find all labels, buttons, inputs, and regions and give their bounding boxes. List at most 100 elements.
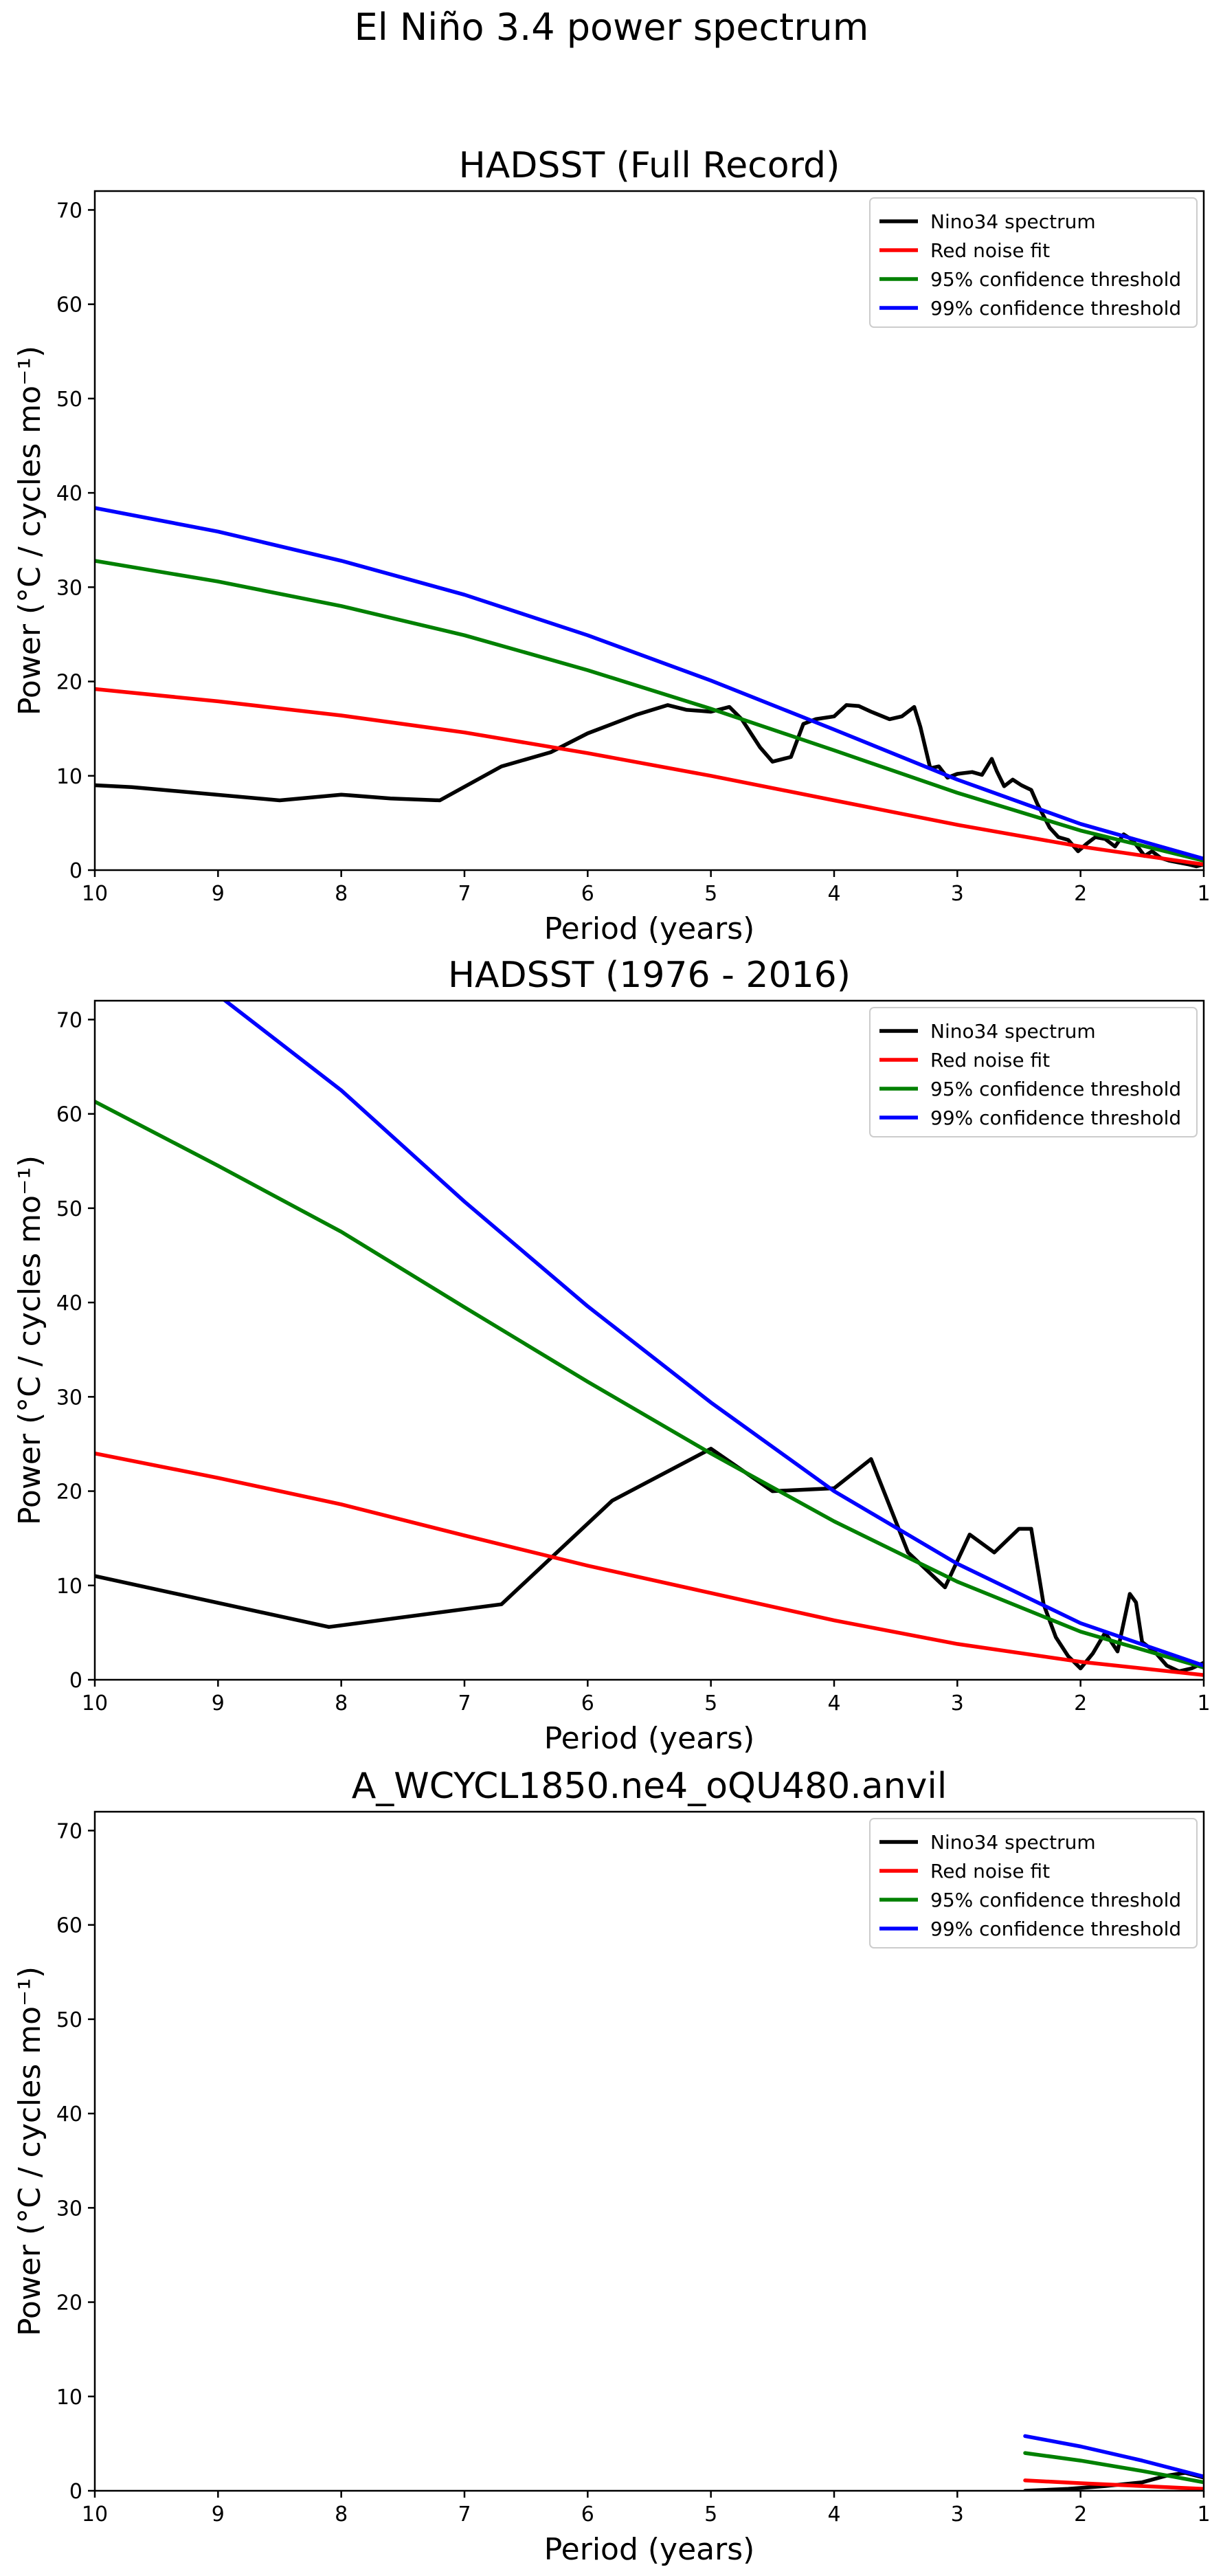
x-tick-label: 8 — [335, 882, 348, 906]
y-tick-label: 10 — [56, 2386, 82, 2410]
legend: Nino34 spectrum Red noise fit 95% confiden… — [869, 197, 1198, 328]
y-tick-label: 0 — [69, 859, 82, 883]
x-tick-label: 9 — [212, 1691, 225, 1716]
x-tick-label: 5 — [704, 2502, 717, 2527]
chart-panel-1: HADSST (Full Record)10 9 8 7 6 5 4 3 2 1010203040… — [12, 145, 1211, 946]
x-tick-label: 4 — [827, 2502, 840, 2527]
x-tick-label: 1 — [1197, 2502, 1210, 2527]
y-tick-label: 70 — [56, 1819, 82, 1843]
legend-label: 95% confidence threshold — [930, 1078, 1181, 1100]
legend-label: 95% confidence threshold — [930, 1889, 1181, 1911]
legend-label: 99% confidence threshold — [930, 1918, 1181, 1940]
y-tick-label: 50 — [56, 1197, 82, 1221]
x-tick-label: 3 — [951, 882, 964, 906]
x-tick-label: 1 — [1197, 882, 1210, 906]
legend-box — [869, 1007, 1198, 1137]
x-tick-label: 4 — [827, 882, 840, 906]
legend-label: Red noise fit — [930, 239, 1050, 262]
y-tick-label: 70 — [56, 199, 82, 223]
x-tick-label: 2 — [1074, 2502, 1087, 2527]
y-tick-label: 60 — [56, 1103, 82, 1127]
x-tick-label: 10 — [82, 2502, 108, 2527]
y-tick-label: 40 — [56, 1291, 82, 1315]
y-tick-label: 20 — [56, 671, 82, 695]
y-tick-label: 70 — [56, 1008, 82, 1032]
x-axis-label: Period (years) — [544, 911, 755, 946]
legend-label: Nino34 spectrum — [930, 210, 1096, 233]
legend-box — [869, 1818, 1198, 1948]
series-line-3 — [95, 559, 1204, 863]
series-line-2 — [95, 687, 1204, 867]
x-tick-label: 10 — [82, 882, 108, 906]
y-tick-label: 50 — [56, 2008, 82, 2032]
x-tick-label: 4 — [827, 1691, 840, 1716]
legend: Nino34 spectrum Red noise fit 95% confiden… — [869, 1007, 1198, 1137]
y-axis-label: Power (°C / cycles mo⁻¹) — [12, 346, 47, 715]
x-tick-label: 8 — [335, 2502, 348, 2527]
series-line-1 — [95, 703, 1204, 869]
legend-label: Nino34 spectrum — [930, 1831, 1096, 1854]
y-tick-label: 20 — [56, 2291, 82, 2316]
y-tick-label: 30 — [56, 576, 82, 600]
y-tick-label: 10 — [56, 765, 82, 789]
legend-label: Nino34 spectrum — [930, 1020, 1096, 1043]
legend-label: 99% confidence threshold — [930, 1107, 1181, 1129]
chart-panel-2: HADSST (1976 - 2016)10 9 8 7 6 5 4 3 2 1010203040… — [12, 955, 1211, 1756]
series-line-4 — [1023, 2434, 1204, 2479]
legend-label: 99% confidence threshold — [930, 297, 1181, 320]
y-tick-label: 20 — [56, 1480, 82, 1504]
y-tick-label: 40 — [56, 482, 82, 506]
x-tick-label: 10 — [82, 1691, 108, 1716]
series-line-3 — [95, 1100, 1204, 1669]
x-tick-label: 7 — [458, 2502, 471, 2527]
chart-title: A_WCYCL1850.ne4_oQU480.anvil — [352, 1766, 947, 1807]
y-axis-label: Power (°C / cycles mo⁻¹) — [12, 1155, 47, 1525]
x-tick-label: 3 — [951, 1691, 964, 1716]
y-tick-label: 0 — [69, 1669, 82, 1693]
y-tick-label: 10 — [56, 1575, 82, 1599]
x-tick-label: 9 — [212, 882, 225, 906]
y-tick-label: 0 — [69, 2480, 82, 2504]
y-tick-label: 30 — [56, 1386, 82, 1410]
series-line-2 — [1023, 2478, 1204, 2491]
series-line-3 — [1023, 2451, 1204, 2485]
legend-label: Red noise fit — [930, 1049, 1050, 1072]
x-tick-label: 7 — [458, 1691, 471, 1716]
series-line-4 — [95, 506, 1204, 861]
x-tick-label: 5 — [704, 882, 717, 906]
x-tick-label: 5 — [704, 1691, 717, 1716]
legend-label: Red noise fit — [930, 1860, 1050, 1883]
x-tick-label: 6 — [581, 2502, 594, 2527]
y-axis-label: Power (°C / cycles mo⁻¹) — [12, 1966, 47, 2336]
series-line-2 — [95, 1451, 1204, 1677]
axes-frame — [93, 190, 1205, 871]
x-tick-label: 6 — [581, 1691, 594, 1716]
y-tick-label: 60 — [56, 293, 82, 318]
chart-title: HADSST (Full Record) — [459, 145, 840, 186]
legend: Nino34 spectrum Red noise fit 95% confiden… — [869, 1818, 1198, 1948]
series-line-1 — [95, 1447, 1204, 1674]
legend-box — [869, 197, 1198, 328]
axes-frame — [93, 1810, 1205, 2492]
chart-title: HADSST (1976 - 2016) — [448, 955, 851, 996]
series-line-4 — [222, 1001, 1204, 1668]
y-tick-label: 50 — [56, 388, 82, 412]
x-tick-label: 1 — [1197, 1691, 1210, 1716]
axes-frame — [93, 999, 1205, 1681]
x-tick-label: 9 — [212, 2502, 225, 2527]
x-axis-label: Period (years) — [544, 2532, 755, 2567]
x-tick-label: 8 — [335, 1691, 348, 1716]
y-tick-label: 60 — [56, 1914, 82, 1938]
x-tick-label: 6 — [581, 882, 594, 906]
y-tick-label: 40 — [56, 2102, 82, 2127]
y-tick-label: 30 — [56, 2197, 82, 2221]
x-tick-label: 7 — [458, 882, 471, 906]
x-tick-label: 2 — [1074, 1691, 1087, 1716]
figure-title: El Niño 3.4 power spectrum — [354, 5, 869, 49]
legend-label: 95% confidence threshold — [930, 268, 1181, 291]
x-axis-label: Period (years) — [544, 1721, 755, 1756]
x-tick-label: 3 — [951, 2502, 964, 2527]
x-tick-label: 2 — [1074, 882, 1087, 906]
